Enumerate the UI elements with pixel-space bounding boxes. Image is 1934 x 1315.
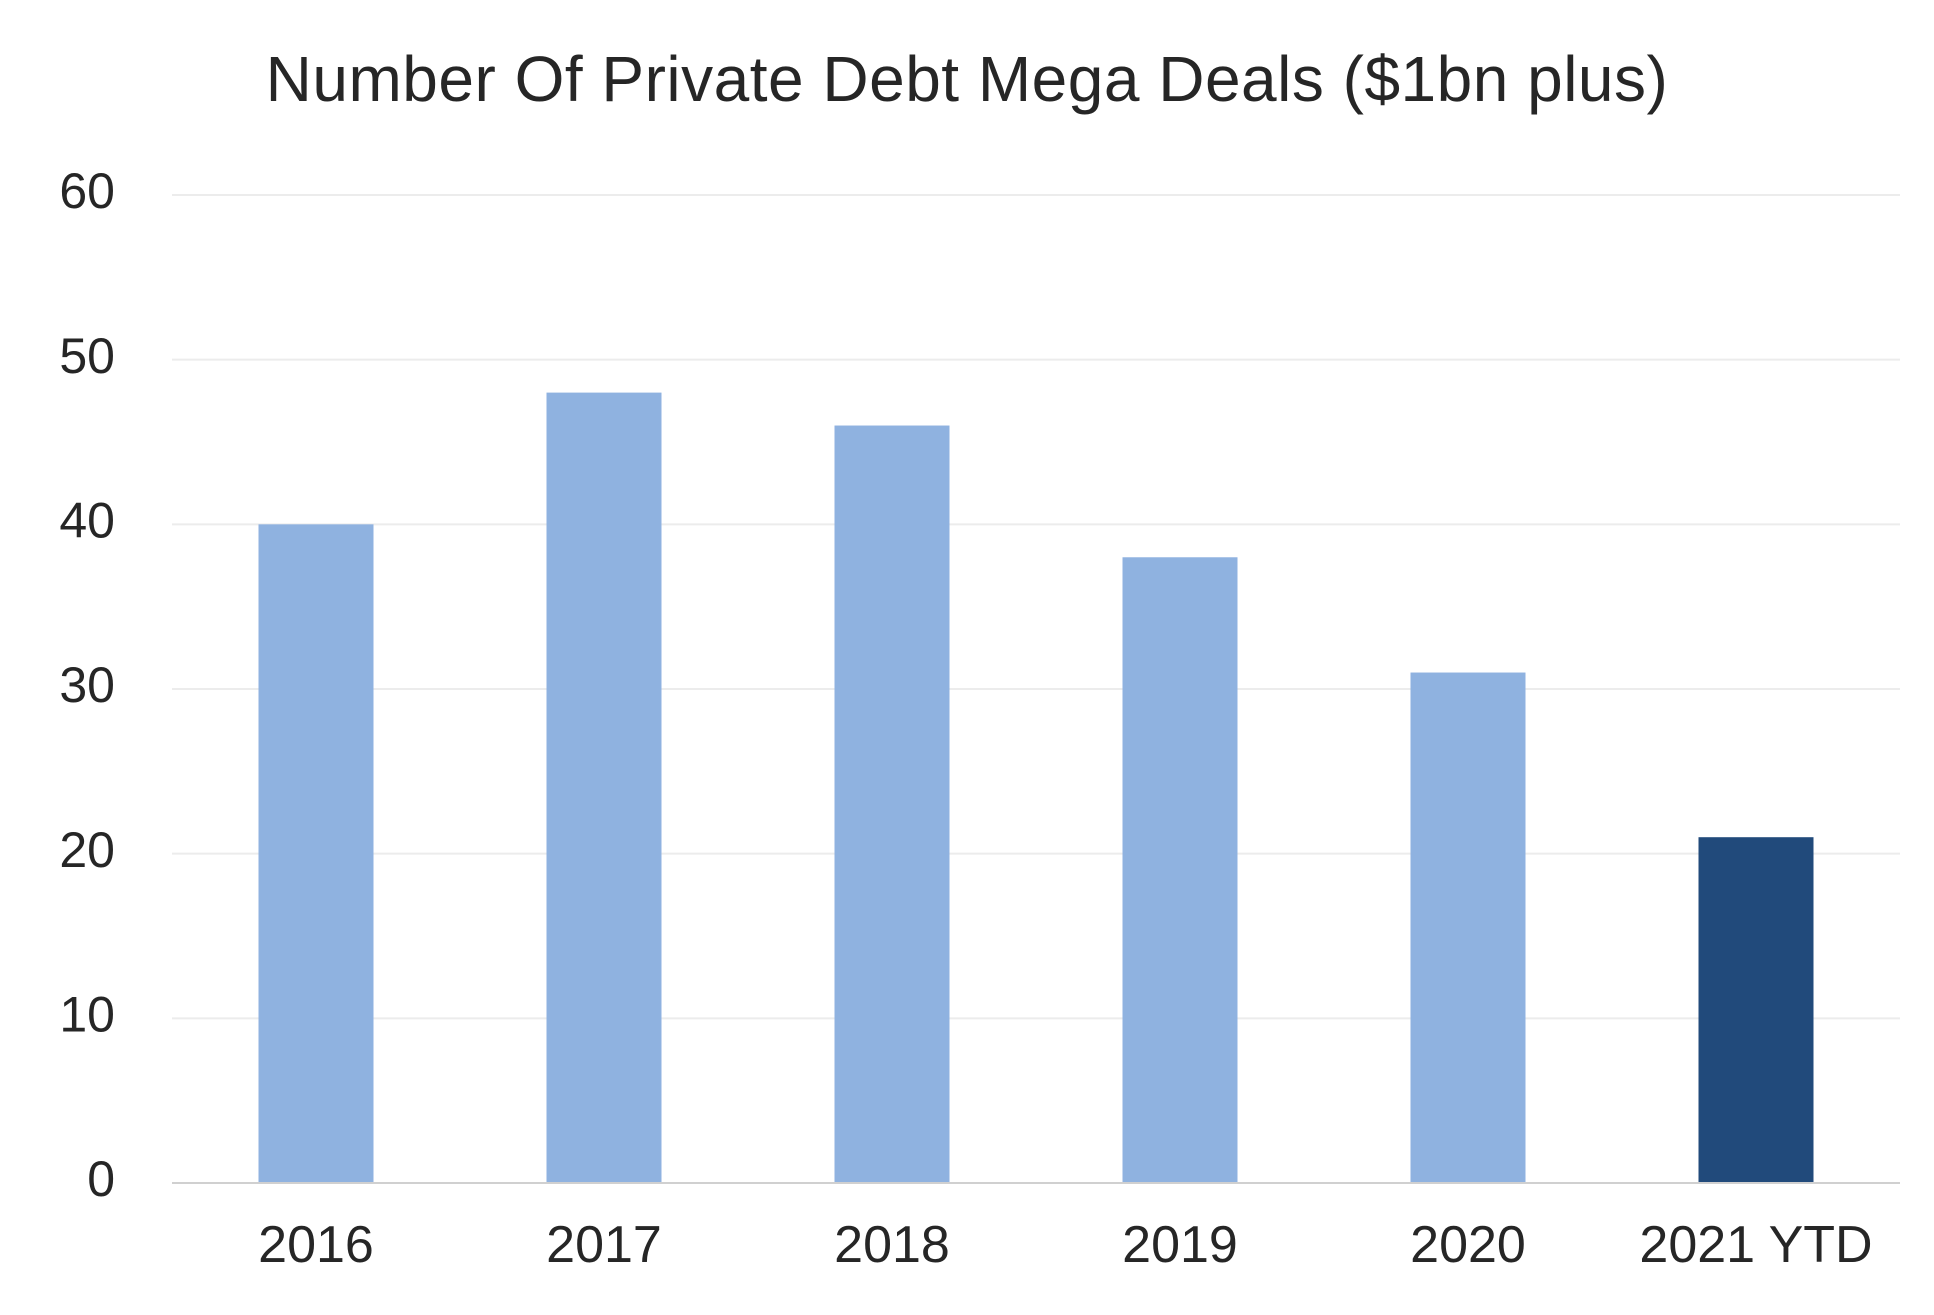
x-tick-label: 2016 <box>258 1216 374 1274</box>
gridlines <box>172 194 1900 1020</box>
chart-title: Number Of Private Debt Mega Deals ($1bn … <box>265 43 1669 115</box>
y-tick-label: 0 <box>87 1151 115 1207</box>
y-tick-label: 50 <box>59 328 115 384</box>
bars <box>258 392 1814 1184</box>
y-tick-label: 60 <box>59 163 115 219</box>
bar-2021-ytd <box>1698 837 1814 1183</box>
y-tick-label: 20 <box>59 822 115 878</box>
x-tick-label: 2018 <box>834 1216 950 1274</box>
bar-2017 <box>546 392 662 1184</box>
y-tick-label: 40 <box>59 493 115 549</box>
bar-2018 <box>834 425 950 1183</box>
x-tick-label: 2017 <box>546 1216 662 1274</box>
y-tick-label: 10 <box>59 987 115 1043</box>
bar-2020 <box>1410 672 1526 1183</box>
bar-2019 <box>1122 557 1238 1183</box>
x-tick-label: 2020 <box>1410 1216 1526 1274</box>
y-axis-ticks: 0 10 20 30 40 50 60 <box>59 163 115 1207</box>
x-tick-label: 2019 <box>1122 1216 1238 1274</box>
x-tick-label: 2021 YTD <box>1639 1216 1872 1274</box>
y-tick-label: 30 <box>59 657 115 713</box>
bar-2016 <box>258 524 374 1183</box>
x-axis-ticks: 2016 2017 2018 2019 2020 2021 YTD <box>258 1216 1872 1274</box>
